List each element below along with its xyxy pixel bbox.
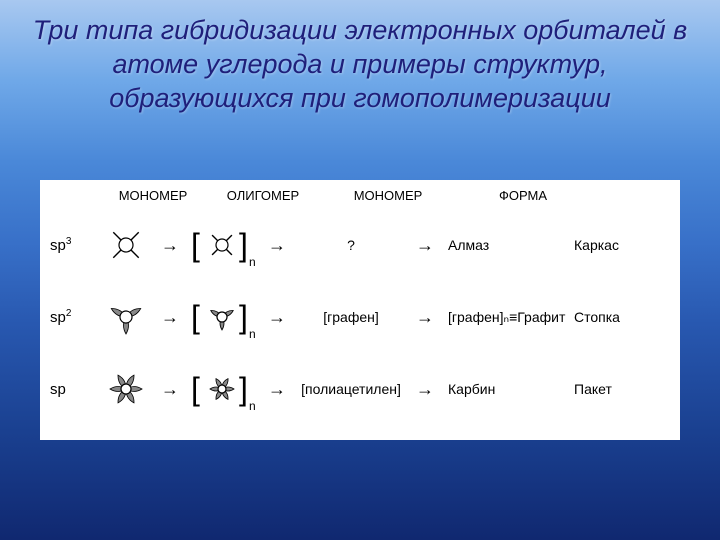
svg-text:]: ] xyxy=(239,299,248,335)
svg-text:n: n xyxy=(249,327,256,341)
arrow-icon: → xyxy=(154,307,186,328)
table-headers: МОНОМЕР ОЛИГОМЕР МОНОМЕР ФОРМА xyxy=(50,188,670,203)
header-monomer2: МОНОМЕР xyxy=(318,188,458,203)
monomer-icon xyxy=(98,220,154,270)
intermediate-label: ? xyxy=(296,237,406,253)
svg-text:[: [ xyxy=(191,299,200,335)
diagram-container: МОНОМЕР ОЛИГОМЕР МОНОМЕР ФОРМА sp3 → []n… xyxy=(40,180,680,440)
arrow-icon: → xyxy=(406,307,444,328)
polymer-label: Алмаз xyxy=(444,237,574,253)
oligomer-icon: []n xyxy=(186,218,258,272)
svg-text:[: [ xyxy=(191,227,200,263)
arrow-icon: → xyxy=(406,379,444,400)
hyb-label: sp3 xyxy=(50,236,98,254)
arrow-icon: → xyxy=(258,379,296,400)
header-form: ФОРМА xyxy=(458,188,588,203)
svg-text:[: [ xyxy=(191,371,200,407)
arrow-icon: → xyxy=(258,235,296,256)
shape-label: Каркас xyxy=(574,237,654,253)
intermediate-label: [графен] xyxy=(296,309,406,325)
oligomer-icon: []n xyxy=(186,362,258,416)
monomer-icon xyxy=(98,364,154,414)
monomer-icon xyxy=(98,292,154,342)
hyb-label: sp2 xyxy=(50,308,98,326)
svg-text:n: n xyxy=(249,399,256,413)
shape-label: Стопка xyxy=(574,309,654,325)
oligomer-icon: []n xyxy=(186,290,258,344)
svg-text:n: n xyxy=(249,255,256,269)
slide-title: Три типа гибридизации электронных орбита… xyxy=(0,0,720,115)
arrow-icon: → xyxy=(154,379,186,400)
hyb-label: sp xyxy=(50,381,98,398)
polymer-label: [графен]ₙ≡Графит xyxy=(444,309,574,326)
arrow-icon: → xyxy=(154,235,186,256)
table-row: sp2 → []n → [графен] → [графен]ₙ≡Графит … xyxy=(50,281,670,353)
header-monomer: МОНОМЕР xyxy=(98,188,208,203)
table-row: sp3 → []n → ? → Алмаз Каркас xyxy=(50,209,670,281)
header-oligomer: ОЛИГОМЕР xyxy=(208,188,318,203)
arrow-icon: → xyxy=(406,235,444,256)
svg-text:]: ] xyxy=(239,371,248,407)
intermediate-label: [полиацетилен] xyxy=(296,381,406,397)
polymer-label: Карбин xyxy=(444,381,574,397)
shape-label: Пакет xyxy=(574,381,654,397)
table-row: sp → []n → [полиацетилен] → Карбин Пакет xyxy=(50,353,670,425)
svg-text:]: ] xyxy=(239,227,248,263)
arrow-icon: → xyxy=(258,307,296,328)
